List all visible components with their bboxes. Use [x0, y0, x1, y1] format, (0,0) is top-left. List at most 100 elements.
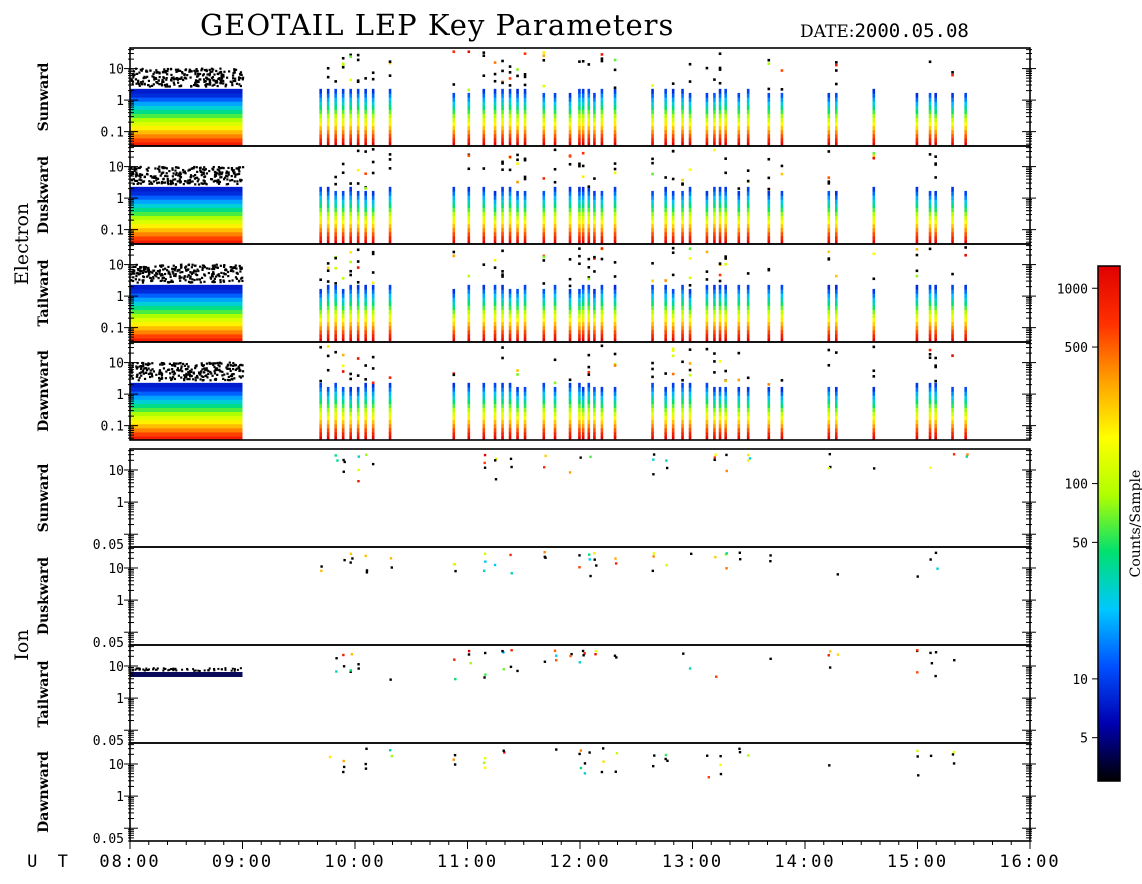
burst-speck	[453, 50, 456, 53]
noise-speck	[158, 166, 160, 168]
y-tick-label: 0.1	[101, 224, 124, 239]
burst-cell	[501, 126, 504, 131]
burst-cell	[494, 122, 497, 127]
burst-cell	[964, 122, 967, 127]
burst-cell	[588, 318, 591, 323]
burst-cell	[747, 105, 750, 110]
burst-cell	[916, 138, 919, 143]
burst-cell	[768, 432, 771, 437]
burst-speck	[334, 267, 337, 270]
burst-cell	[578, 428, 581, 433]
burst-cell	[554, 301, 557, 306]
noise-speck	[173, 84, 175, 86]
noise-speck	[142, 281, 144, 283]
spectrogram-cell	[130, 199, 243, 204]
burst-cell	[342, 220, 345, 225]
burst-cell	[372, 411, 375, 416]
burst-speck	[372, 78, 375, 81]
burst-cell	[781, 428, 784, 433]
burst-cell	[614, 309, 617, 314]
spectrogram-cell	[130, 105, 243, 110]
noise-speck	[238, 83, 240, 85]
burst-cell	[724, 411, 727, 416]
spectrogram-cell	[130, 305, 243, 310]
burst-cell	[389, 191, 392, 196]
burst-cell	[494, 207, 497, 212]
burst-cell	[364, 383, 367, 388]
burst-cell	[916, 232, 919, 237]
ion-speck	[510, 666, 512, 668]
spectrogram-cell	[130, 191, 243, 196]
burst-cell	[706, 387, 709, 392]
ion-speck	[652, 458, 654, 460]
burst-cell	[724, 109, 727, 114]
burst-cell	[706, 117, 709, 122]
burst-cell	[664, 407, 667, 412]
burst-cell	[601, 313, 604, 318]
noise-speck	[191, 278, 193, 280]
burst-cell	[719, 289, 722, 294]
burst-cell	[651, 326, 654, 331]
burst-cell	[319, 224, 322, 229]
burst-cell	[342, 89, 345, 94]
burst-cell	[964, 105, 967, 110]
burst-speck	[916, 270, 919, 273]
burst-cell	[364, 109, 367, 114]
burst-cell	[524, 285, 527, 290]
noise-speck	[143, 373, 145, 375]
burst-cell	[929, 301, 932, 306]
burst-cell	[582, 199, 585, 204]
burst-speck	[334, 80, 337, 83]
burst-cell	[719, 138, 722, 143]
burst-cell	[483, 130, 486, 135]
noise-speck	[223, 272, 225, 274]
burst-cell	[483, 138, 486, 143]
burst-cell	[747, 113, 750, 118]
ion-speck	[453, 563, 455, 565]
noise-speck	[227, 183, 229, 185]
burst-cell	[828, 285, 831, 290]
burst-speck	[327, 67, 330, 70]
burst-cell	[578, 199, 581, 204]
burst-cell	[781, 293, 784, 298]
noise-speck	[236, 173, 238, 175]
burst-speck	[319, 346, 322, 349]
burst-cell	[494, 285, 497, 290]
burst-cell	[468, 432, 471, 437]
burst-cell	[494, 109, 497, 114]
noise-speck	[158, 71, 160, 73]
burst-cell	[873, 126, 876, 131]
burst-speck	[681, 179, 684, 182]
burst-cell	[593, 195, 596, 200]
burst-cell	[719, 228, 722, 233]
burst-cell	[524, 220, 527, 225]
burst-cell	[453, 411, 456, 416]
burst-cell	[334, 432, 337, 437]
burst-cell	[689, 203, 692, 208]
noise-speck	[203, 166, 205, 168]
noise-speck	[204, 169, 206, 171]
burst-cell	[828, 236, 831, 241]
noise-speck	[187, 366, 189, 368]
noise-speck	[230, 266, 232, 268]
noise-speck	[142, 275, 144, 277]
burst-cell	[929, 293, 932, 298]
burst-cell	[582, 130, 585, 135]
burst-cell	[334, 322, 337, 327]
burst-cell	[724, 334, 727, 339]
burst-cell	[681, 109, 684, 114]
burst-cell	[524, 309, 527, 314]
burst-cell	[468, 399, 471, 404]
burst-cell	[713, 297, 716, 302]
burst-cell	[524, 122, 527, 127]
burst-cell	[689, 105, 692, 110]
burst-cell	[494, 309, 497, 314]
burst-cell	[835, 322, 838, 327]
spectrogram-layer	[130, 649, 955, 681]
burst-cell	[719, 224, 722, 229]
burst-cell	[501, 93, 504, 98]
burst-cell	[569, 134, 572, 139]
burst-cell	[601, 113, 604, 118]
burst-cell	[543, 228, 546, 233]
burst-cell	[516, 407, 519, 412]
